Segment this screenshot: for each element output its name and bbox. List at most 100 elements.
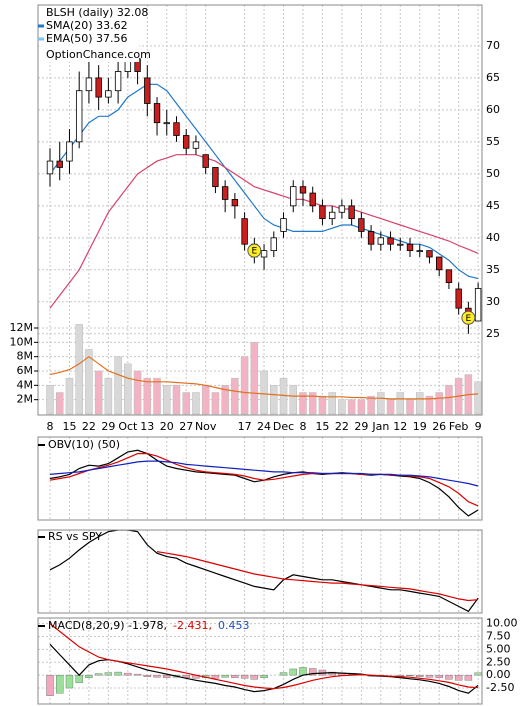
histogram-bar bbox=[425, 674, 434, 678]
histogram-bar bbox=[85, 674, 93, 678]
volume-bar bbox=[328, 392, 336, 415]
legend-label: EMA(50) 37.56 bbox=[46, 32, 128, 45]
panel bbox=[46, 623, 482, 696]
x-tick-label: Dec bbox=[273, 420, 294, 433]
candle-body bbox=[241, 218, 248, 245]
text-layer: 8 15 22 29 Oct 13 20 27 Nov 17 24 Dec 8 15 22 29 Jan 12 19… bbox=[10, 19, 518, 694]
rs-line bbox=[49, 530, 479, 613]
rs-frame bbox=[37, 529, 483, 614]
x-tick-label: 8 bbox=[299, 420, 306, 433]
x-tick-label: 20 bbox=[160, 420, 174, 433]
candle-body bbox=[426, 250, 433, 258]
y-tick-label: 70 bbox=[486, 39, 500, 52]
macd-frame bbox=[37, 617, 483, 705]
candle-body bbox=[202, 154, 209, 168]
candle-body bbox=[153, 103, 161, 124]
candle-body bbox=[348, 205, 355, 220]
earnings-marker bbox=[461, 310, 476, 325]
y-tick-label: -2.50 bbox=[486, 681, 514, 694]
histogram-bar bbox=[416, 674, 424, 677]
moving-average bbox=[49, 83, 479, 280]
volume-bar bbox=[357, 399, 366, 415]
volume-bar bbox=[445, 385, 453, 415]
histogram-bar bbox=[309, 668, 317, 676]
volume-bar bbox=[367, 395, 375, 415]
volume-bar bbox=[124, 363, 132, 415]
volume-bar bbox=[260, 370, 268, 415]
candle-body bbox=[474, 288, 482, 322]
histogram-bar bbox=[464, 674, 473, 681]
volume-tick-label: 6M bbox=[17, 364, 34, 377]
volume-bar bbox=[435, 392, 443, 415]
earnings-label: E bbox=[466, 314, 472, 324]
earnings-label: E bbox=[251, 247, 257, 257]
x-tick-label: Feb bbox=[449, 420, 468, 433]
candle-body bbox=[85, 77, 93, 92]
volume-tick-label: 2M bbox=[17, 393, 34, 406]
volume-bar bbox=[65, 377, 74, 415]
candle-body bbox=[377, 237, 385, 245]
candle-body bbox=[445, 269, 453, 283]
volume-bar bbox=[114, 356, 122, 415]
y-tick-label: 35 bbox=[486, 263, 500, 276]
y-tick-label: 25 bbox=[486, 327, 500, 340]
legend-label: SMA(20) 33.62 bbox=[46, 19, 128, 32]
candle-body bbox=[338, 205, 346, 213]
panel-title: MACD(8,20,9) -1.978, bbox=[48, 619, 167, 632]
histogram-bar bbox=[211, 674, 220, 679]
histogram-bar bbox=[114, 671, 122, 676]
volume-bar bbox=[231, 377, 239, 415]
grid-layer bbox=[38, 5, 482, 704]
histogram-bar bbox=[279, 672, 288, 676]
y-tick-label: 40 bbox=[486, 231, 500, 244]
candle-body bbox=[260, 250, 268, 258]
legend-label: 0.453 bbox=[218, 619, 250, 632]
volume-bar bbox=[396, 392, 405, 415]
volume-bar bbox=[143, 377, 152, 415]
histogram-bar bbox=[221, 674, 229, 678]
histogram-bar bbox=[56, 674, 64, 694]
x-tick-label: 15 bbox=[315, 420, 329, 433]
candle-body bbox=[56, 160, 63, 168]
obv-line bbox=[49, 460, 479, 487]
x-tick-label: 15 bbox=[62, 420, 76, 433]
chart-title: BLSH (daily) 32.08 bbox=[46, 6, 148, 19]
candle-body bbox=[163, 122, 170, 125]
histogram-bar bbox=[143, 674, 152, 677]
histogram-bar bbox=[65, 674, 74, 689]
candle-body bbox=[66, 141, 73, 162]
x-tick-label: 22 bbox=[335, 420, 349, 433]
histogram-bar bbox=[406, 674, 414, 676]
candle-body bbox=[46, 160, 54, 175]
legend-label: -2.431, bbox=[173, 619, 212, 632]
histogram-bar bbox=[153, 674, 161, 678]
histogram-bar bbox=[46, 674, 54, 696]
volume-bar bbox=[94, 370, 103, 415]
volume-tick-label: 10M bbox=[10, 335, 34, 348]
candle-body bbox=[328, 211, 336, 220]
volume-bar bbox=[250, 342, 259, 415]
histogram-bar bbox=[94, 673, 103, 676]
legend-box bbox=[39, 6, 139, 62]
candle-body bbox=[309, 192, 316, 207]
y-tick-label: 30 bbox=[486, 295, 500, 308]
x-tick-label: 9 bbox=[475, 420, 482, 433]
candle-body bbox=[455, 288, 462, 309]
histogram-bar bbox=[260, 674, 268, 678]
candle-body bbox=[416, 250, 423, 253]
histogram-bar bbox=[240, 674, 249, 679]
histogram-bar bbox=[454, 674, 463, 681]
y-tick-label: 5.00 bbox=[486, 642, 511, 655]
x-tick-label: 8 bbox=[47, 420, 54, 433]
histogram-bar bbox=[163, 674, 171, 678]
x-tick-label: 24 bbox=[257, 420, 271, 433]
candle-body bbox=[144, 77, 151, 104]
volume-bar bbox=[318, 395, 327, 415]
x-tick-label: 12 bbox=[393, 420, 407, 433]
volume-bar bbox=[415, 392, 424, 415]
x-tick-label: Oct bbox=[118, 420, 138, 433]
plot-layer: EE bbox=[46, 39, 482, 696]
volume-bar bbox=[153, 377, 161, 415]
candle-body bbox=[105, 90, 112, 98]
volume-tick-label: 4M bbox=[17, 378, 34, 391]
